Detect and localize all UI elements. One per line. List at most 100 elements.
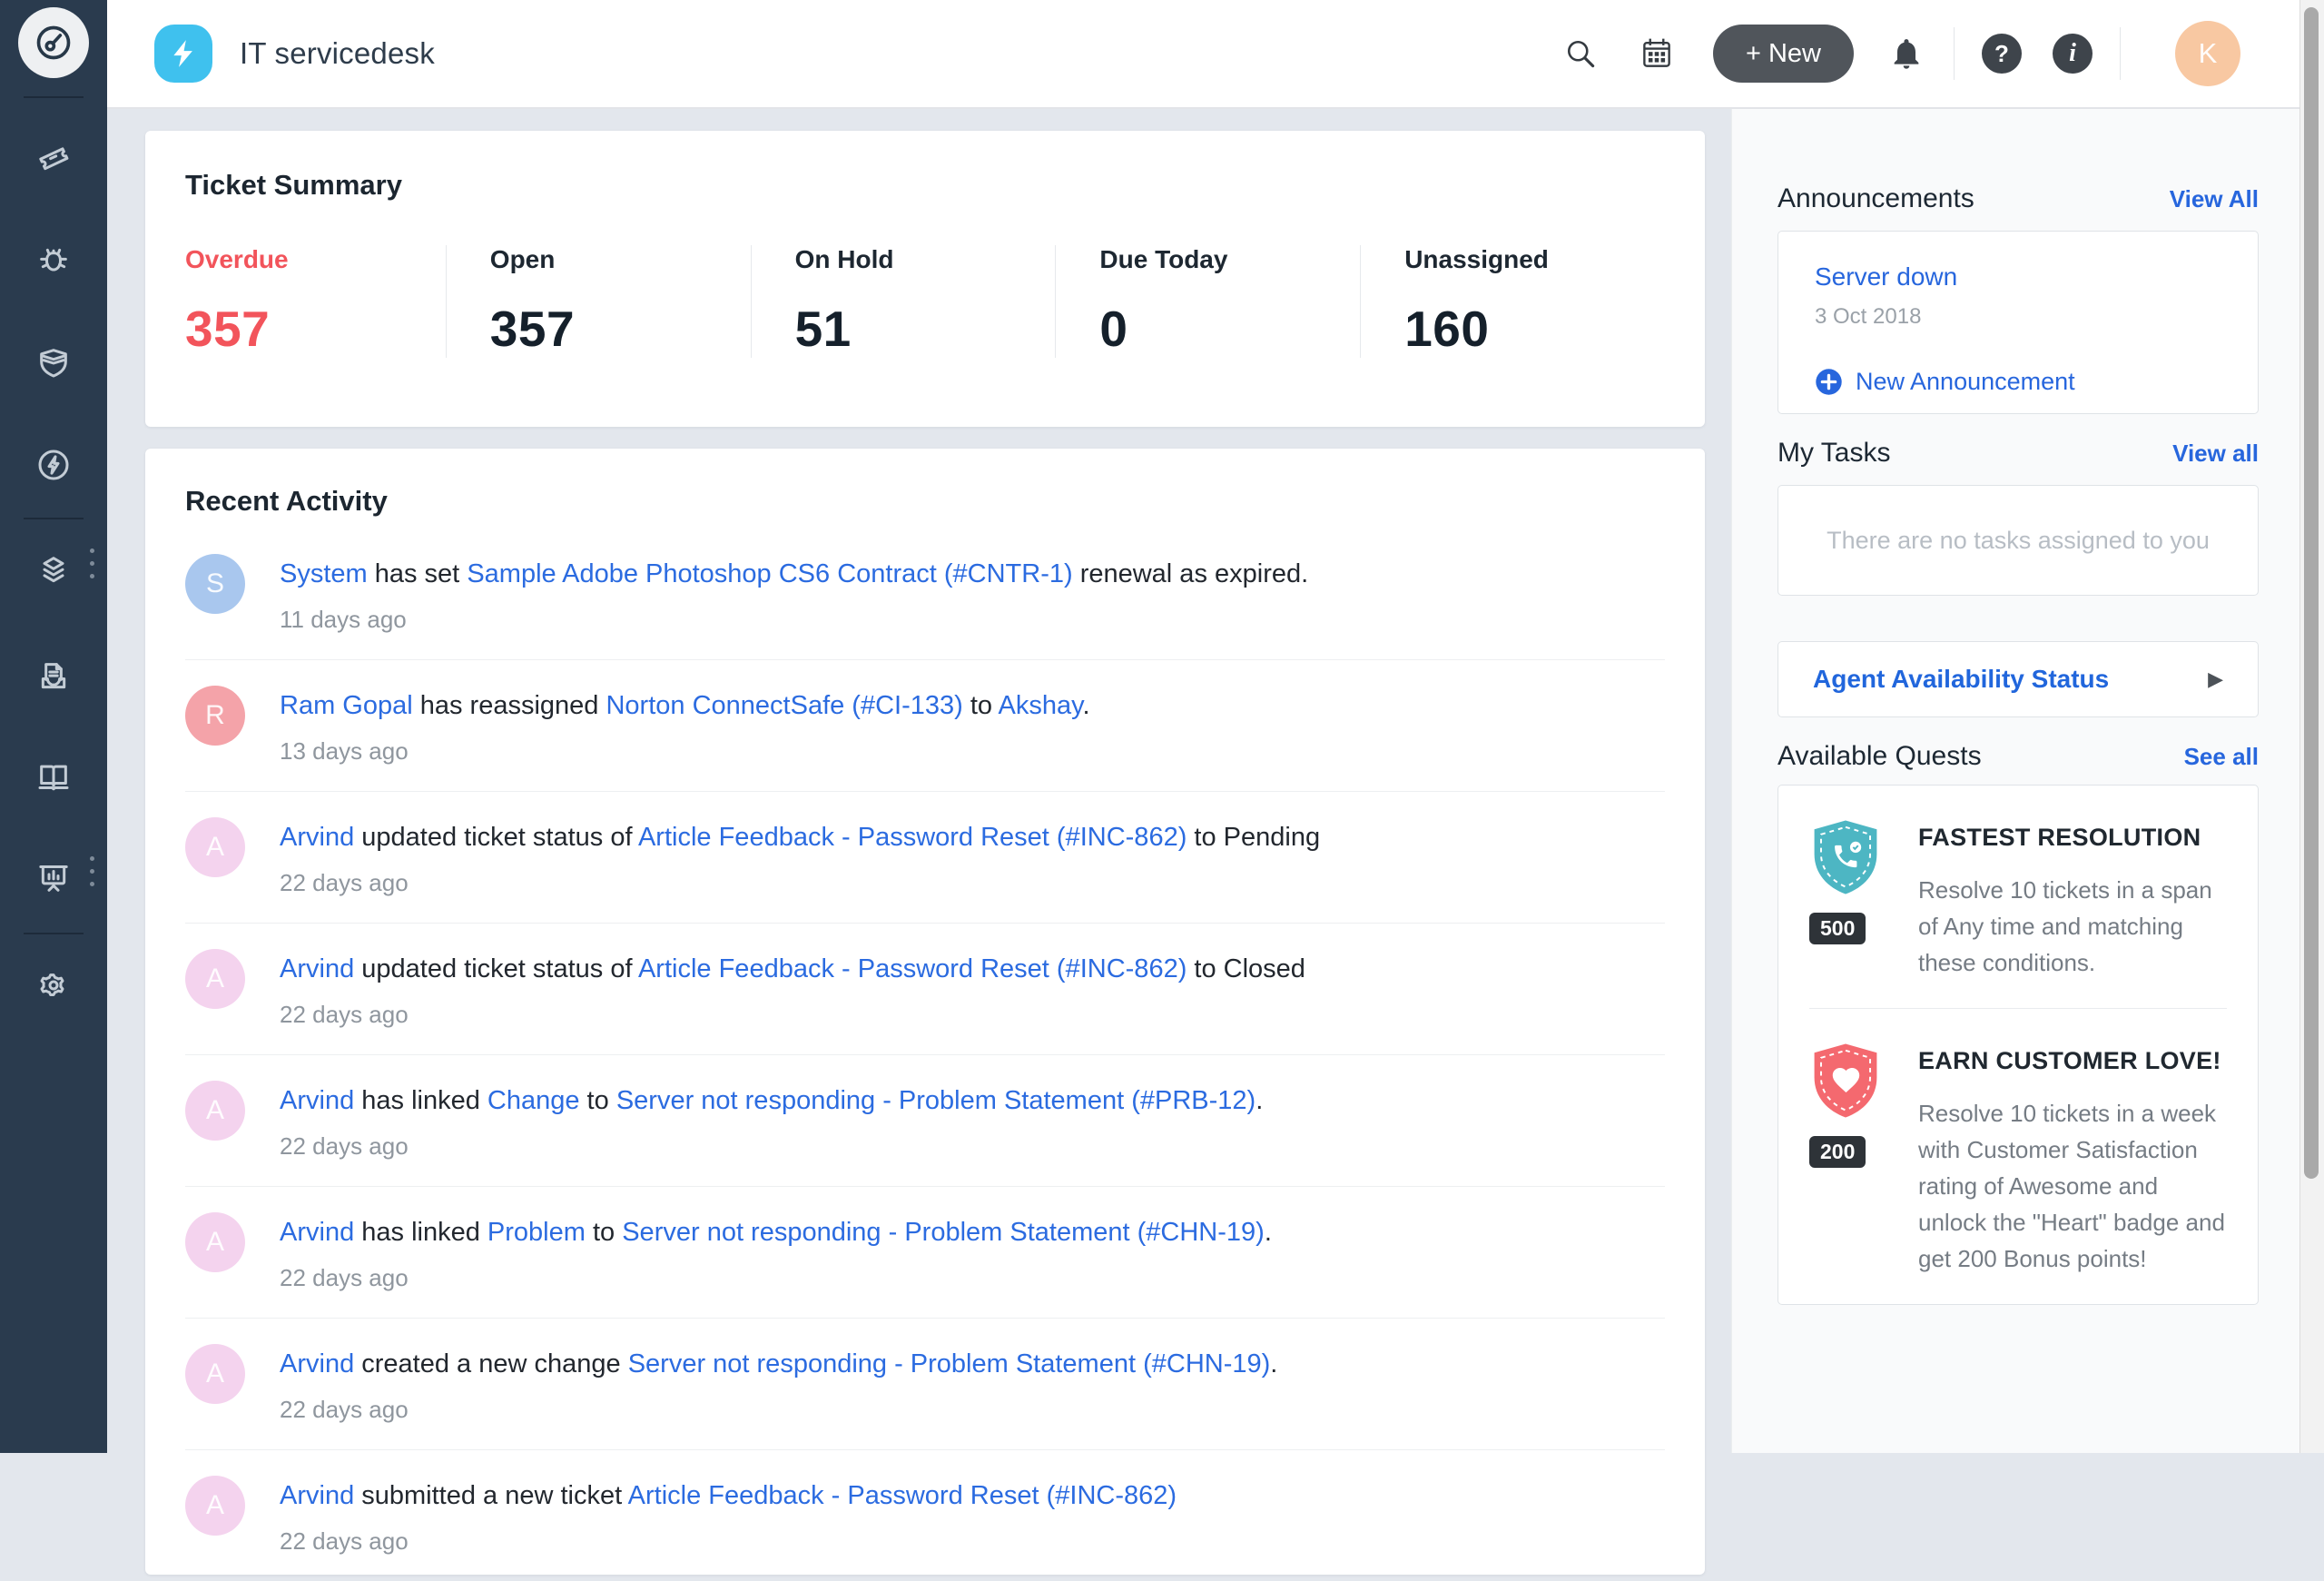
notifications-bell-icon[interactable] [1886, 34, 1926, 74]
activity-link[interactable]: Article Feedback - Password Reset (#INC-… [627, 1481, 1177, 1510]
sidebar-item-releases[interactable] [34, 445, 74, 485]
info-icon[interactable]: i [2053, 34, 2093, 74]
presentation-chart-icon [39, 865, 68, 892]
recent-activity-card: Recent Activity S System has set Sample … [145, 449, 1705, 1575]
activity-link[interactable]: Ram Gopal [280, 691, 413, 720]
bolt-circle-icon [38, 450, 69, 480]
agent-availability-card[interactable]: Agent Availability Status ▶ [1777, 641, 2259, 717]
recent-activity-title: Recent Activity [185, 485, 388, 517]
activity-row: A Arvind created a new change Server not… [185, 1319, 1665, 1450]
user-avatar[interactable]: K [2175, 21, 2240, 86]
activity-timestamp: 22 days ago [280, 1264, 409, 1291]
stat-open[interactable]: Open 357 [445, 245, 751, 358]
analytics-overflow-menu[interactable] [90, 856, 94, 886]
assets-overflow-menu[interactable] [90, 548, 94, 578]
quest-description: Resolve 10 tickets in a span of Any time… [1918, 876, 2212, 976]
sidebar-item-analytics[interactable] [34, 858, 74, 898]
freshservice-logo[interactable] [154, 25, 212, 83]
activity-message: Arvind has linked Problem to Server not … [280, 1216, 1272, 1249]
activity-message: Ram Gopal has reassigned Norton ConnectS… [280, 689, 1090, 722]
left-sidebar [0, 0, 107, 1453]
activity-text: has set [367, 559, 468, 588]
book-icon [38, 765, 69, 791]
activity-message: System has set Sample Adobe Photoshop CS… [280, 558, 1308, 590]
sidebar-item-changes[interactable] [34, 342, 74, 382]
sidebar-divider [24, 933, 84, 934]
quest-points-badge: 200 [1809, 1136, 1866, 1168]
stat-on-hold[interactable]: On Hold 51 [750, 245, 1056, 358]
activity-row: A Arvind updated ticket status of Articl… [185, 792, 1665, 924]
quest-item[interactable]: 500 FASTEST RESOLUTION Resolve 10 ticket… [1809, 786, 2227, 1008]
quest-description: Resolve 10 tickets in a week with Custom… [1918, 1100, 2225, 1272]
sidebar-divider [24, 96, 84, 98]
activity-timestamp: 22 days ago [280, 869, 409, 896]
announcements-title: Announcements [1777, 183, 1974, 213]
activity-text: to [585, 1218, 623, 1247]
stat-due-today[interactable]: Due Today 0 [1055, 245, 1360, 358]
quest-title: EARN CUSTOMER LOVE! [1918, 1047, 2221, 1074]
activity-link[interactable]: Arvind [280, 1481, 355, 1510]
activity-row: R Ram Gopal has reassigned Norton Connec… [185, 660, 1665, 792]
activity-avatar: A [185, 1212, 245, 1272]
activity-text: . [1082, 691, 1090, 720]
quests-see-all-link[interactable]: See all [2183, 743, 2259, 770]
activity-link[interactable]: Server not responding - Problem Statemen… [615, 1086, 1256, 1115]
activity-text: submitted a new ticket [354, 1481, 628, 1510]
activity-link[interactable]: Akshay [998, 691, 1083, 720]
help-icon[interactable]: ? [1982, 34, 2022, 74]
gear-icon [40, 973, 64, 996]
sidebar-item-solutions[interactable] [34, 657, 74, 697]
stat-overdue[interactable]: Overdue 357 [185, 245, 289, 357]
new-announcement-button[interactable]: New Announcement [1815, 368, 2221, 396]
activity-avatar: A [185, 949, 245, 1009]
sidebar-item-tickets[interactable] [34, 138, 74, 178]
activity-text: renewal as expired. [1072, 559, 1309, 588]
activity-text: . [1256, 1086, 1264, 1115]
page-scrollbar-thumb[interactable] [2304, 7, 2319, 1179]
activity-link[interactable]: Arvind [280, 1218, 355, 1247]
activity-text: updated ticket status of [354, 823, 638, 852]
activity-link[interactable]: Article Feedback - Password Reset (#INC-… [637, 823, 1187, 852]
lightning-bolt-icon [173, 40, 192, 67]
activity-link[interactable]: Norton ConnectSafe (#CI-133) [606, 691, 963, 720]
sidebar-item-dashboard[interactable] [18, 7, 89, 78]
activity-text: updated ticket status of [354, 954, 638, 983]
announcement-item-link[interactable]: Server down [1815, 262, 1958, 291]
announcements-header: Announcements View All [1777, 183, 2259, 214]
activity-message: Arvind has linked Change to Server not r… [280, 1084, 1263, 1117]
activity-link[interactable]: Article Feedback - Password Reset (#INC-… [637, 954, 1187, 983]
my-tasks-header: My Tasks View all [1777, 438, 2259, 469]
sidebar-item-settings[interactable] [34, 965, 74, 1005]
activity-link[interactable]: Change [487, 1086, 580, 1115]
calendar-icon[interactable] [1637, 34, 1677, 74]
quests-title: Available Quests [1777, 741, 1982, 771]
activity-timestamp: 22 days ago [280, 1001, 409, 1028]
activity-link[interactable]: Server not responding - Problem Statemen… [622, 1218, 1265, 1247]
activity-link[interactable]: Problem [487, 1218, 586, 1247]
activity-text: created a new change [354, 1349, 628, 1378]
stat-unassigned[interactable]: Unassigned 160 [1360, 245, 1665, 358]
sidebar-item-assets[interactable] [34, 550, 74, 590]
sidebar-item-problems[interactable] [34, 241, 74, 281]
search-icon[interactable] [1561, 34, 1600, 74]
sidebar-item-knowledge[interactable] [34, 756, 74, 796]
activity-link[interactable]: Arvind [280, 1086, 355, 1115]
my-tasks-view-all-link[interactable]: View all [2172, 440, 2259, 467]
ticket-summary-title: Ticket Summary [185, 169, 402, 201]
activity-link[interactable]: Sample Adobe Photoshop CS6 Contract (#CN… [467, 559, 1073, 588]
activity-link[interactable]: Arvind [280, 1349, 355, 1378]
activity-timestamp: 22 days ago [280, 1132, 409, 1160]
announcements-view-all-link[interactable]: View All [2169, 185, 2259, 212]
new-button[interactable]: + New [1712, 25, 1854, 83]
activity-row: A Arvind submitted a new ticket Article … [185, 1450, 1665, 1581]
quest-item[interactable]: 200 EARN CUSTOMER LOVE! Resolve 10 ticke… [1809, 1008, 2227, 1304]
activity-avatar: R [185, 686, 245, 746]
page-scrollbar-track[interactable] [2299, 0, 2324, 1453]
activity-link[interactable]: Server not responding - Problem Statemen… [627, 1349, 1271, 1378]
activity-link[interactable]: Arvind [280, 954, 355, 983]
activity-text: . [1270, 1349, 1278, 1378]
activity-link[interactable]: Arvind [280, 823, 355, 852]
main-content: Ticket Summary Overdue 357 Open 357 On H… [145, 131, 1705, 1575]
activity-link[interactable]: System [280, 559, 368, 588]
plus-circle-icon [1816, 369, 1842, 395]
